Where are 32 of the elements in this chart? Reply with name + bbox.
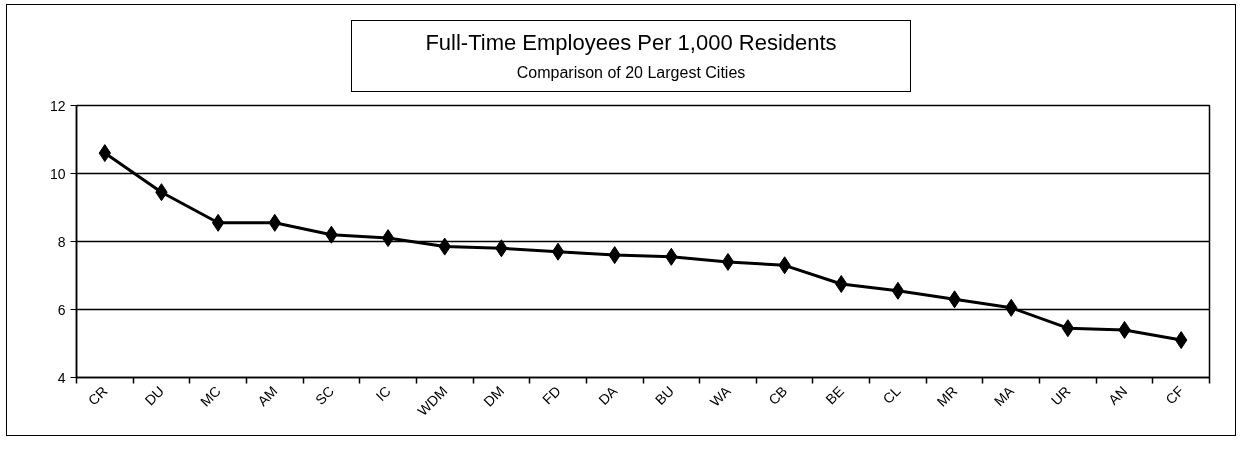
point bbox=[381, 229, 395, 248]
x-tick-label: SC bbox=[312, 383, 338, 409]
x-tick-label: FD bbox=[539, 383, 564, 408]
x-tick-label: BU bbox=[651, 383, 677, 409]
y-tick-label: 10 bbox=[49, 165, 66, 182]
x-tick-label: CR bbox=[84, 383, 111, 409]
x-tick-label: UR bbox=[1047, 383, 1074, 409]
x-tick-label: MR bbox=[933, 383, 961, 410]
x-tick-label: DU bbox=[141, 383, 168, 409]
y-tick-label: 8 bbox=[57, 233, 66, 250]
y-tick-label: 6 bbox=[57, 301, 66, 318]
x-tick-label: CB bbox=[765, 383, 791, 409]
point bbox=[211, 214, 225, 233]
x-tick-label: AM bbox=[254, 383, 281, 410]
chart-title: Full-Time Employees Per 1,000 Residents bbox=[425, 29, 837, 57]
x-tick-label: IC bbox=[372, 383, 394, 405]
x-tick-label: AN bbox=[1105, 383, 1131, 409]
y-tick-label: 4 bbox=[57, 369, 66, 386]
x-tick-label: CL bbox=[879, 382, 904, 408]
x-tick-label: DM bbox=[480, 383, 508, 410]
x-tick-label: WA bbox=[706, 382, 735, 410]
x-tick-label: DA bbox=[595, 382, 621, 409]
point bbox=[891, 282, 905, 301]
point bbox=[1061, 319, 1075, 338]
chart-subtitle: Comparison of 20 Largest Cities bbox=[515, 63, 747, 84]
point bbox=[721, 253, 735, 272]
x-tick-label: CF bbox=[1162, 383, 1187, 408]
y-tick-label: 12 bbox=[49, 97, 66, 114]
x-tick-label: MA bbox=[990, 382, 1018, 410]
point bbox=[551, 242, 565, 261]
x-tick-label: BE bbox=[822, 383, 847, 408]
x-tick-label: MC bbox=[197, 383, 224, 410]
